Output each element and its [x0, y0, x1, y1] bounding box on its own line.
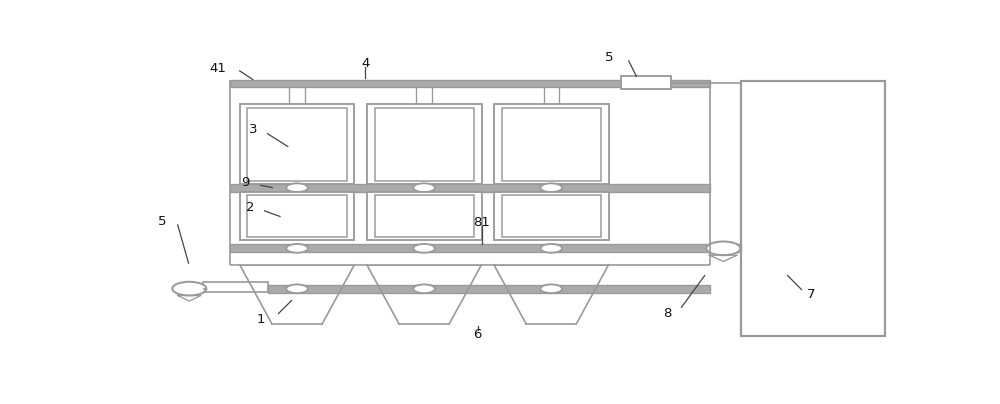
Bar — [230, 80, 710, 87]
Bar — [494, 105, 609, 184]
Text: 6: 6 — [473, 328, 482, 341]
Bar — [502, 195, 601, 237]
Circle shape — [413, 284, 435, 293]
Circle shape — [540, 284, 562, 293]
Bar — [268, 285, 710, 292]
Bar — [621, 76, 671, 89]
Circle shape — [286, 284, 308, 293]
Text: 3: 3 — [249, 123, 257, 136]
Text: 5: 5 — [158, 215, 166, 227]
Text: 7: 7 — [807, 288, 815, 301]
Circle shape — [706, 242, 740, 255]
Text: 41: 41 — [210, 62, 226, 75]
Circle shape — [286, 244, 308, 253]
Bar — [247, 107, 347, 181]
Bar — [367, 105, 482, 184]
Bar — [202, 282, 268, 292]
Circle shape — [413, 244, 435, 253]
Bar — [494, 191, 609, 240]
Text: 9: 9 — [241, 176, 249, 189]
Bar — [230, 184, 710, 191]
Text: 2: 2 — [246, 201, 255, 214]
Bar — [375, 195, 474, 237]
Circle shape — [540, 183, 562, 192]
Circle shape — [413, 183, 435, 192]
Text: 1: 1 — [256, 313, 265, 326]
Text: 8: 8 — [663, 307, 672, 320]
Text: 4: 4 — [361, 57, 369, 70]
Circle shape — [286, 183, 308, 192]
Bar — [741, 81, 885, 336]
Bar — [240, 105, 354, 184]
Circle shape — [540, 244, 562, 253]
Bar — [240, 191, 354, 240]
Bar — [502, 107, 601, 181]
Bar — [367, 191, 482, 240]
Text: 5: 5 — [605, 51, 614, 64]
Bar — [230, 244, 741, 252]
Circle shape — [172, 282, 206, 295]
Bar — [247, 195, 347, 237]
Text: 81: 81 — [473, 216, 490, 229]
Bar — [375, 107, 474, 181]
